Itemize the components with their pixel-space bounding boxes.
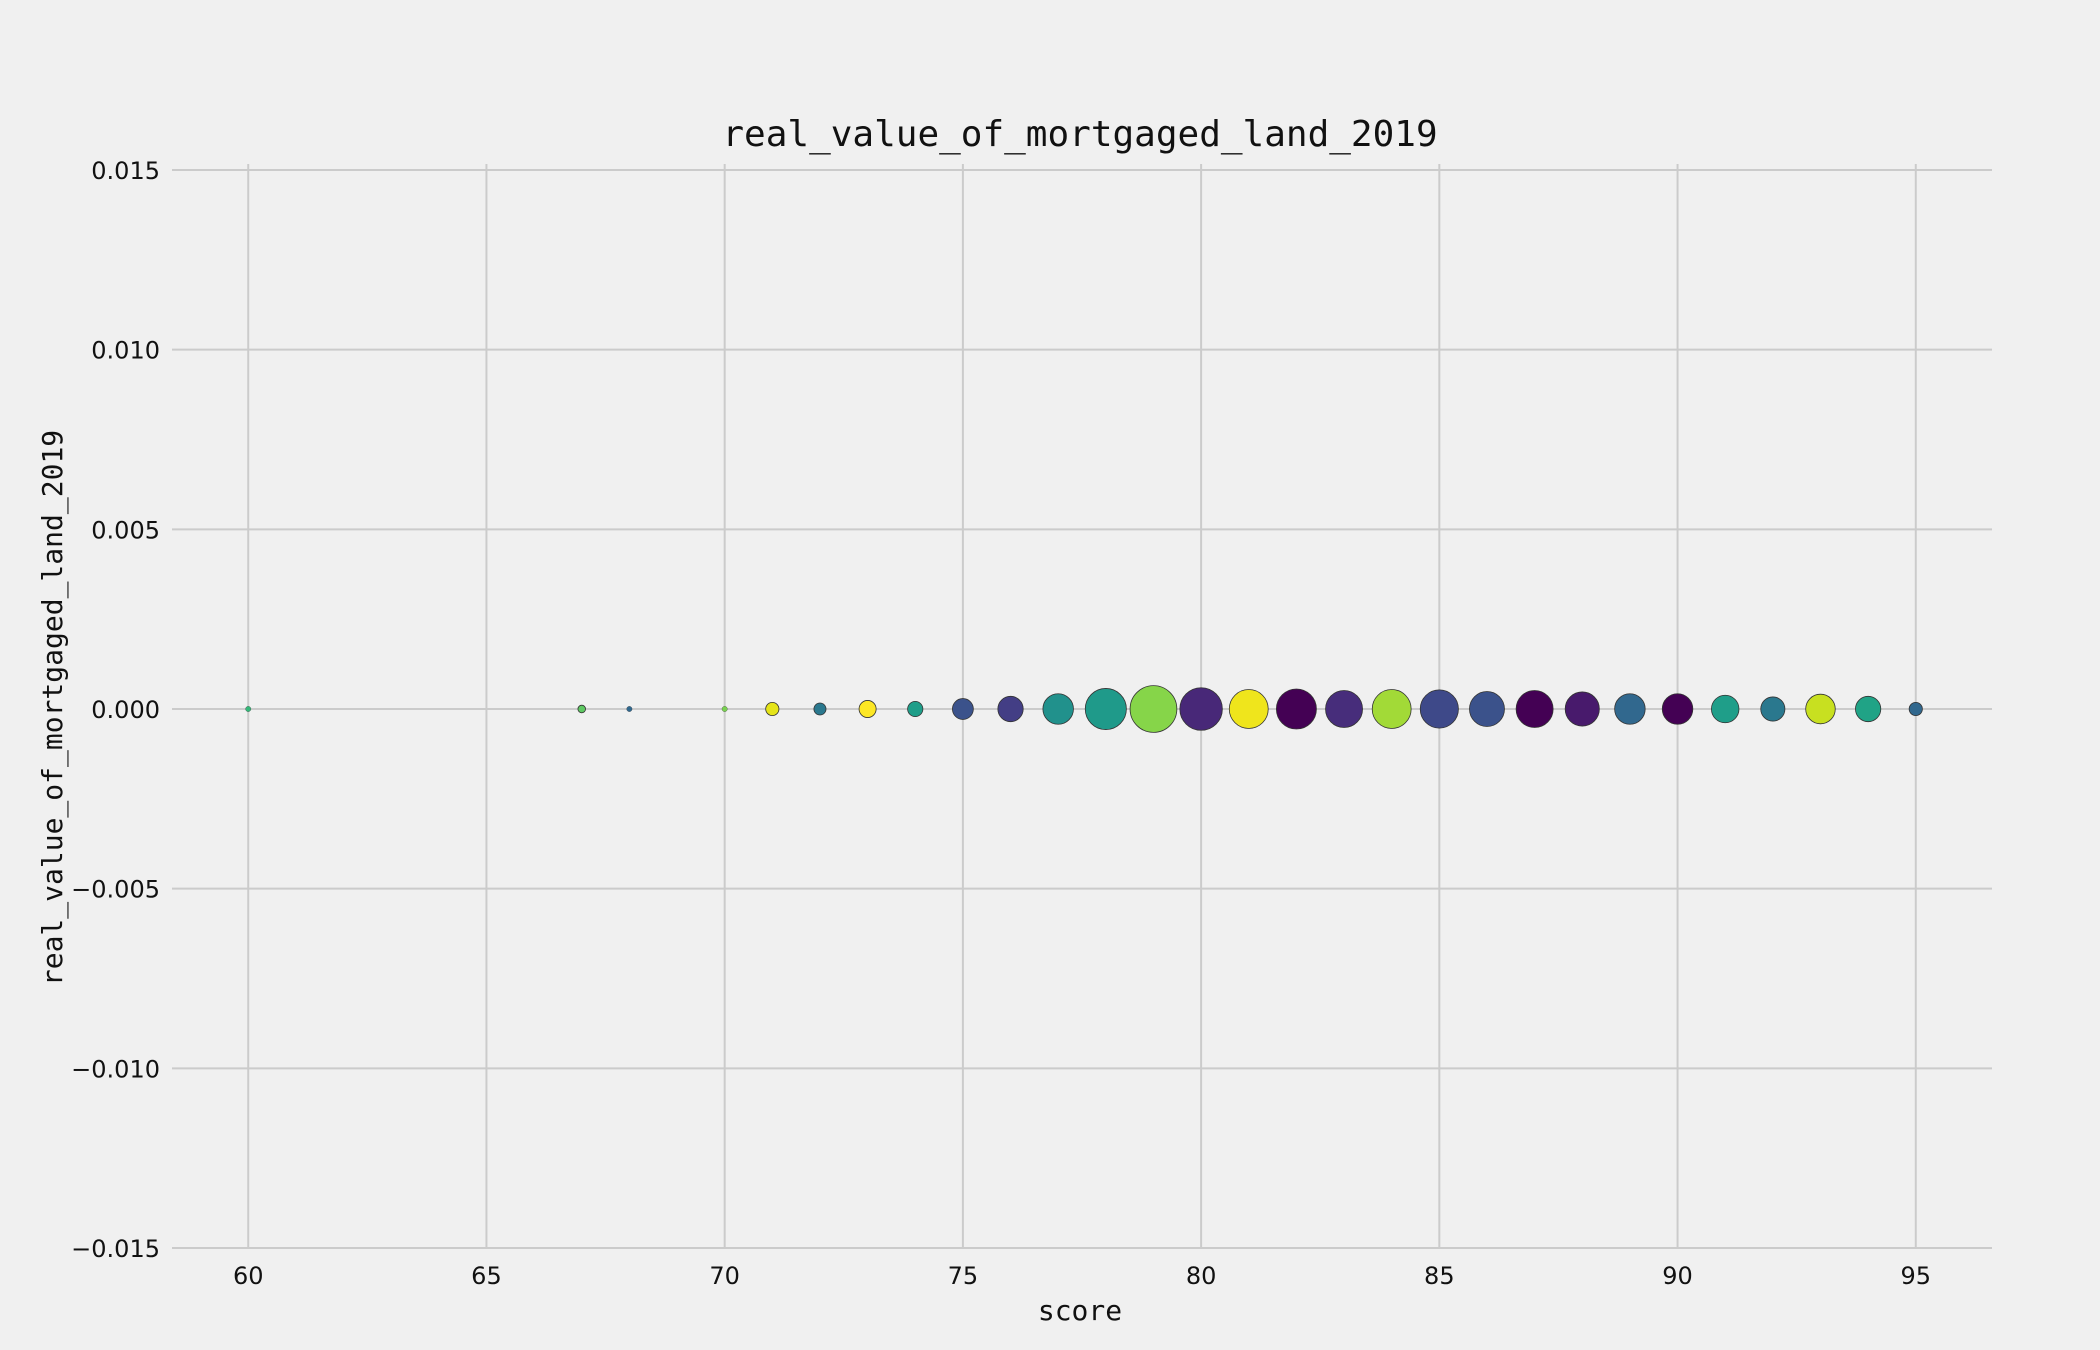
x-tick-label: 95	[1900, 1262, 1931, 1290]
x-tick-label: 80	[1186, 1262, 1217, 1290]
y-tick-label: −0.015	[71, 1235, 160, 1263]
chart-title: real_value_of_mortgaged_land_2019	[722, 114, 1437, 155]
data-point	[1179, 687, 1223, 731]
x-axis-label: score	[1038, 1294, 1122, 1327]
x-tick-label: 85	[1424, 1262, 1455, 1290]
data-point	[765, 701, 780, 717]
data-point	[1042, 693, 1074, 725]
data-point	[1371, 689, 1412, 729]
data-point	[577, 704, 586, 714]
data-point	[1855, 695, 1882, 723]
data-point	[721, 706, 728, 712]
data-point	[1760, 696, 1786, 722]
data-point	[858, 700, 877, 718]
data-point	[997, 695, 1024, 723]
data-point	[1711, 694, 1740, 724]
data-point	[907, 700, 924, 718]
data-points	[245, 685, 1923, 733]
x-tick-labels: 60 65 70 75 80 85 90 95	[233, 1262, 1931, 1290]
data-point	[813, 702, 827, 716]
data-point	[1084, 688, 1127, 730]
data-point	[626, 706, 633, 712]
y-axis-label: real_value_of_mortgaged_land_2019	[36, 430, 70, 986]
data-point	[1129, 685, 1178, 733]
data-point	[1515, 690, 1554, 728]
data-point	[1564, 691, 1600, 727]
data-point	[1325, 690, 1363, 728]
data-point	[1805, 693, 1836, 725]
data-point	[1614, 693, 1646, 725]
x-tick-label: 90	[1662, 1262, 1693, 1290]
data-point	[245, 706, 252, 712]
y-tick-label: 0.005	[91, 516, 160, 544]
y-tick-labels: 0.015 0.010 0.005 0.000 −0.005 −0.010 −0.015	[71, 157, 160, 1263]
y-tick-label: 0.010	[91, 337, 160, 365]
data-point	[1469, 691, 1505, 727]
x-tick-label: 70	[709, 1262, 740, 1290]
y-tick-label: −0.010	[71, 1055, 160, 1083]
y-tick-label: −0.005	[71, 876, 160, 904]
x-tick-label: 75	[948, 1262, 979, 1290]
x-tick-label: 60	[233, 1262, 264, 1290]
data-point	[1228, 689, 1269, 729]
y-tick-label: 0.015	[91, 157, 160, 185]
data-point	[1908, 701, 1923, 717]
y-tick-label: 0.000	[91, 696, 160, 724]
data-point	[1661, 693, 1694, 725]
data-point	[1275, 688, 1317, 730]
data-point	[1419, 689, 1459, 729]
x-tick-label: 65	[471, 1262, 502, 1290]
data-point	[952, 698, 974, 720]
